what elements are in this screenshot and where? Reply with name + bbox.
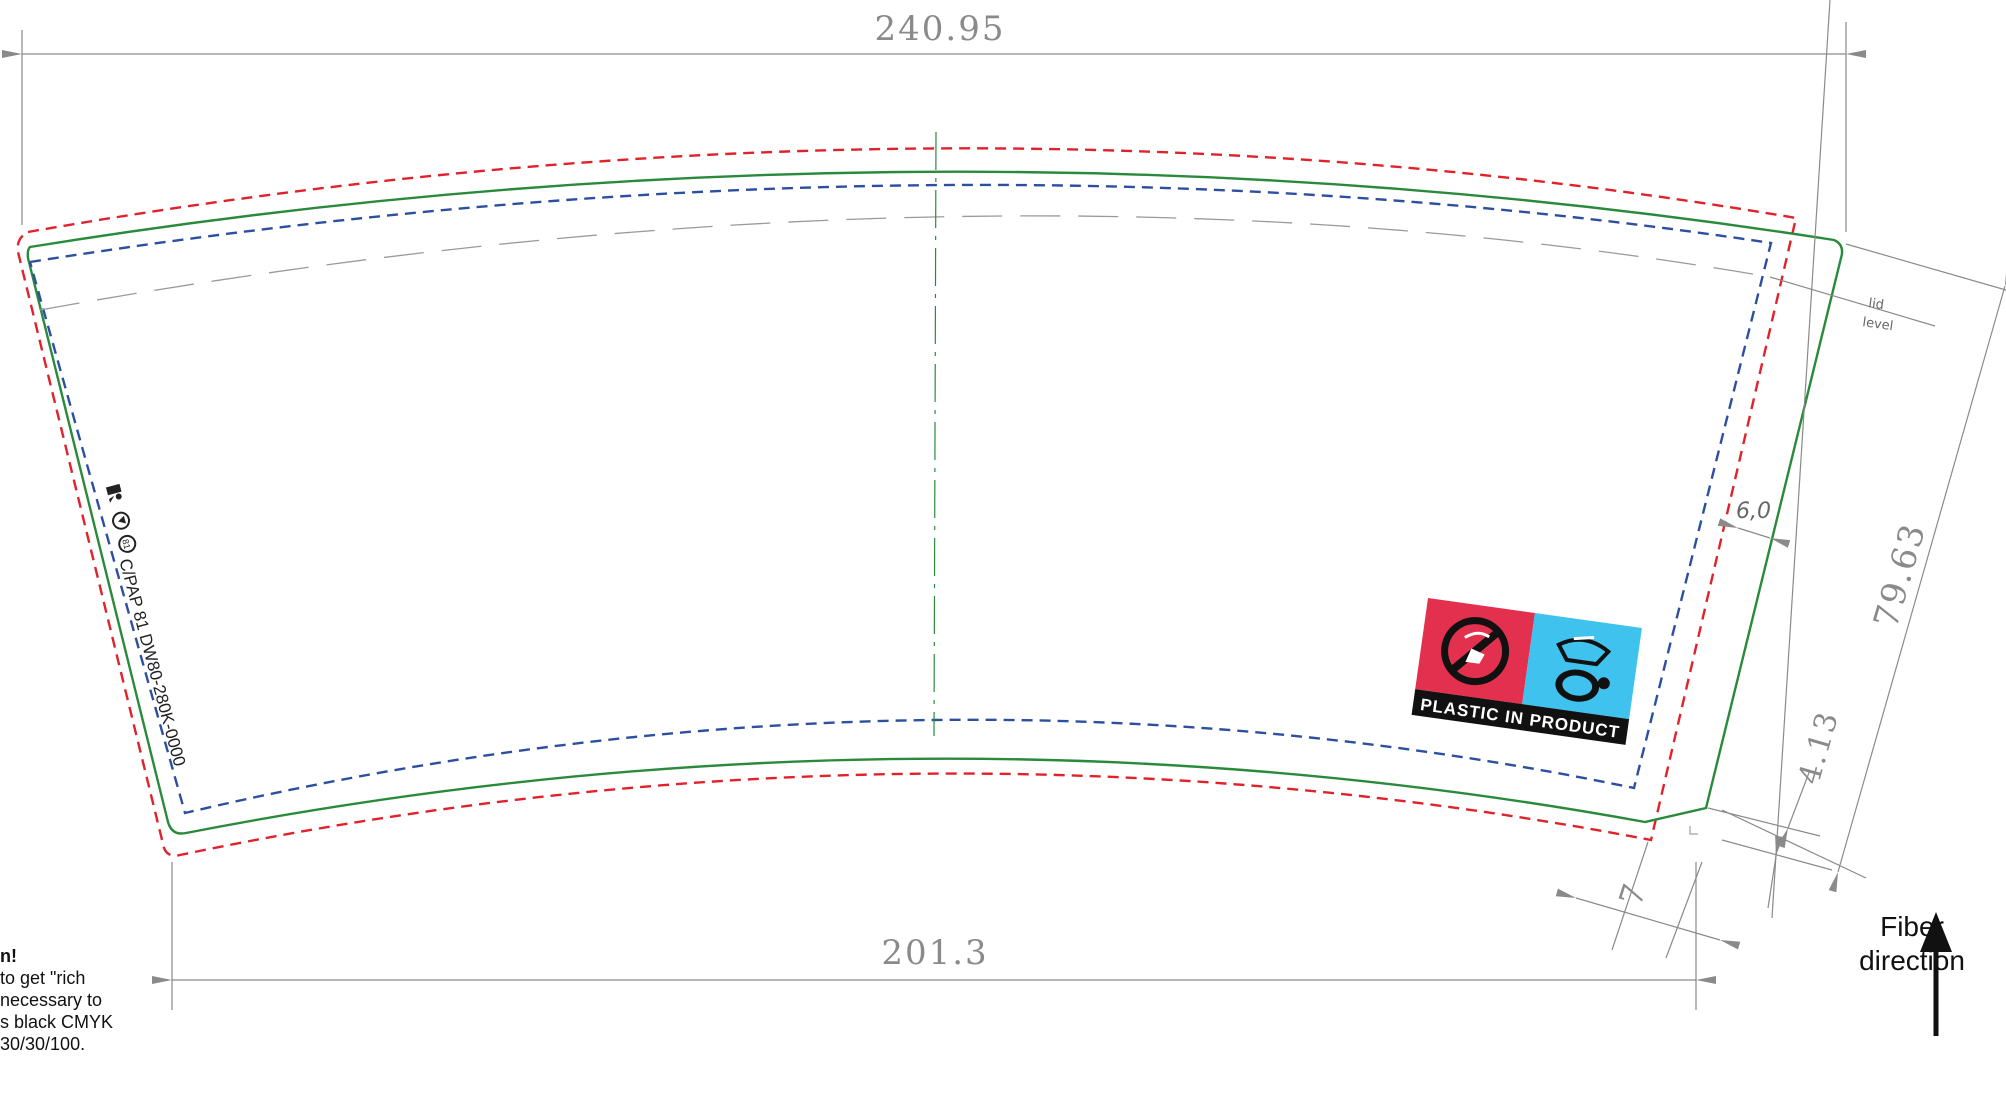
note-block: n! to get "rich necessary to s black CMY… — [0, 945, 220, 1055]
tidyman-icon — [105, 483, 122, 503]
center-line — [933, 131, 937, 737]
margin-extension-1 — [1707, 807, 1821, 837]
side-extension-bottom — [1721, 809, 1867, 879]
turtle-icon — [1555, 636, 1612, 702]
lid-label-line2: level — [1861, 315, 1894, 334]
margin-arrow-bottom — [1767, 835, 1783, 909]
imprint-text: C/PAP 81 DW80-280K-0000 — [115, 557, 189, 769]
lid-level-leader — [1769, 276, 1936, 327]
corner-mark — [1689, 826, 1698, 835]
bottom-dimension-label: 201.3 — [881, 933, 988, 973]
recycle-icon — [112, 511, 131, 530]
note-title: n! — [0, 946, 17, 966]
safety-arrow — [1717, 518, 1791, 548]
pap-icon: 81 — [118, 534, 137, 553]
svg-text:81: 81 — [120, 538, 132, 550]
plastic-label-banner — [1411, 689, 1630, 745]
no-plastic-icon — [1441, 617, 1510, 686]
margin-stem — [1771, 0, 1831, 919]
side-dimension-line — [1828, 265, 2006, 893]
side-extension-top — [1845, 243, 2006, 291]
lid-label-line1: lid — [1867, 296, 1884, 313]
note-body: to get "rich necessary to s black CMYK 3… — [0, 968, 114, 1054]
fiber-arrow-icon — [1920, 912, 1952, 1036]
top-dimension-label: 240.95 — [875, 9, 1006, 49]
cut-outline — [26, 170, 1844, 835]
margin-dimension-label: 4.13 — [1792, 707, 1846, 789]
fiber-line2: direction — [1859, 945, 1965, 976]
fiber-direction-label: Fiber direction — [1852, 910, 1972, 978]
margin-arrow-top — [1777, 769, 1811, 849]
safe-area-outline — [28, 183, 1773, 815]
overlap-dimension-label: 7 — [1611, 877, 1654, 910]
fiber-line1: Fiber — [1880, 911, 1944, 942]
overlap-dimension-line — [1555, 888, 1741, 950]
plastic-label: PLASTIC IN PRODUCT — [1411, 598, 1642, 745]
lid-level-line — [39, 215, 1771, 311]
bleed-outline — [16, 147, 1798, 857]
side-dimension-label: 79.63 — [1866, 518, 1934, 632]
safety-gap-label: 6,0 — [1736, 499, 1771, 524]
plastic-label-right-panel — [1522, 613, 1642, 720]
